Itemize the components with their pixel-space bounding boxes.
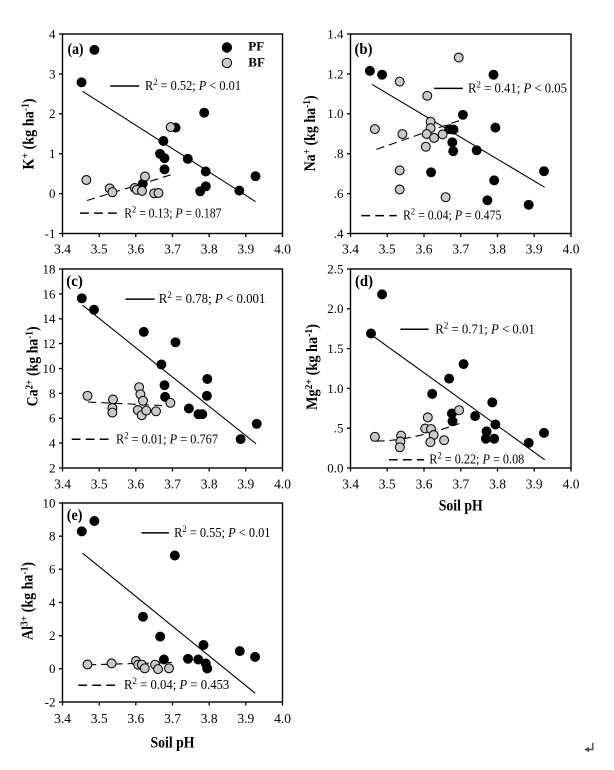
svg-text:(a): (a) — [68, 41, 84, 58]
svg-text:Mg2+ (kg ha-1): Mg2+ (kg ha-1) — [304, 324, 321, 410]
svg-text:R2 = 0.13; P = 0.187: R2 = 0.13; P = 0.187 — [124, 206, 222, 221]
svg-text:8: 8 — [49, 386, 56, 401]
svg-text:3.8: 3.8 — [201, 242, 218, 257]
svg-text:2.0: 2.0 — [327, 301, 343, 316]
svg-text:0.0: 0.0 — [327, 460, 343, 475]
svg-text:K+ (kg ha-1): K+ (kg ha-1) — [21, 99, 38, 170]
svg-text:R2 = 0.01; P = 0.767: R2 = 0.01; P = 0.767 — [116, 431, 218, 446]
svg-text:3.4: 3.4 — [342, 242, 359, 257]
svg-text:3.7: 3.7 — [452, 242, 469, 257]
svg-text:4.0: 4.0 — [563, 477, 580, 492]
svg-text:BF: BF — [248, 55, 265, 70]
svg-text:3.4: 3.4 — [54, 242, 71, 257]
svg-text:6: 6 — [49, 411, 56, 426]
svg-text:6: 6 — [49, 562, 56, 577]
svg-text:12: 12 — [43, 336, 56, 351]
svg-text:3.5: 3.5 — [379, 242, 396, 257]
svg-text:18: 18 — [43, 261, 56, 276]
svg-text:3.6: 3.6 — [416, 477, 433, 492]
svg-text:2: 2 — [49, 106, 56, 121]
svg-text:PF: PF — [248, 39, 264, 54]
svg-text:1.0: 1.0 — [327, 106, 343, 121]
svg-text:R2 = 0.71; P < 0.01: R2 = 0.71; P < 0.01 — [435, 321, 535, 336]
svg-text:(b): (b) — [355, 41, 373, 58]
svg-text:.6: .6 — [334, 186, 344, 201]
svg-text:4.0: 4.0 — [563, 242, 580, 257]
svg-text:4.0: 4.0 — [274, 711, 291, 726]
svg-text:3.9: 3.9 — [237, 711, 254, 726]
svg-text:3.6: 3.6 — [127, 477, 144, 492]
svg-text:4: 4 — [49, 595, 56, 610]
svg-text:3.6: 3.6 — [127, 242, 144, 257]
svg-text:1: 1 — [49, 146, 56, 161]
svg-text:16: 16 — [43, 286, 57, 301]
svg-text:3.9: 3.9 — [237, 477, 254, 492]
svg-text:1.4: 1.4 — [327, 26, 344, 41]
svg-text:(e): (e) — [67, 507, 83, 524]
svg-text:3.5: 3.5 — [379, 477, 396, 492]
svg-text:-2: -2 — [45, 694, 56, 709]
svg-text:.4: .4 — [334, 226, 344, 241]
svg-text:3.9: 3.9 — [526, 477, 543, 492]
svg-text:Soil pH: Soil pH — [151, 735, 195, 752]
svg-text:3.8: 3.8 — [201, 477, 218, 492]
svg-text:2: 2 — [49, 628, 56, 643]
svg-text:(d): (d) — [355, 273, 373, 290]
svg-text:R2 = 0.04; P = 0.453: R2 = 0.04; P = 0.453 — [124, 677, 230, 692]
svg-text:3.7: 3.7 — [164, 477, 181, 492]
svg-text:3.6: 3.6 — [416, 242, 433, 257]
svg-text:-1: -1 — [45, 226, 56, 241]
svg-text:14: 14 — [43, 311, 57, 326]
svg-text:3.5: 3.5 — [91, 477, 108, 492]
svg-text:3.4: 3.4 — [54, 711, 71, 726]
svg-text:3.6: 3.6 — [127, 711, 144, 726]
svg-text:1.5: 1.5 — [327, 341, 343, 356]
svg-text:4.0: 4.0 — [274, 477, 291, 492]
svg-text:3.9: 3.9 — [237, 242, 254, 257]
svg-text:R2 = 0.52; P < 0.01: R2 = 0.52; P < 0.01 — [145, 78, 241, 93]
svg-text:2: 2 — [49, 460, 56, 475]
svg-text:3.8: 3.8 — [489, 477, 506, 492]
svg-text:3.5: 3.5 — [91, 711, 108, 726]
svg-text:3.9: 3.9 — [526, 242, 543, 257]
svg-text:10: 10 — [43, 495, 56, 510]
svg-text:.8: .8 — [334, 146, 344, 161]
svg-text:4: 4 — [49, 436, 56, 451]
svg-text:3.7: 3.7 — [164, 242, 181, 257]
svg-text:(c): (c) — [66, 273, 83, 290]
svg-text:2.5: 2.5 — [327, 261, 343, 276]
svg-text:R2 = 0.78; P < 0.001: R2 = 0.78; P < 0.001 — [159, 291, 266, 306]
svg-text:4: 4 — [49, 26, 56, 41]
svg-text:R2 = 0.04; P = 0.475: R2 = 0.04; P = 0.475 — [403, 208, 502, 223]
svg-text:0: 0 — [49, 661, 56, 676]
svg-text:3.7: 3.7 — [452, 477, 469, 492]
svg-text:1.2: 1.2 — [327, 66, 343, 81]
svg-text:3.7: 3.7 — [164, 711, 181, 726]
svg-text:10: 10 — [43, 361, 56, 376]
svg-text:3.4: 3.4 — [342, 477, 359, 492]
svg-text:Soil pH: Soil pH — [439, 498, 483, 515]
svg-text:0: 0 — [49, 186, 56, 201]
svg-text:3.4: 3.4 — [54, 477, 71, 492]
svg-text:3.8: 3.8 — [489, 242, 506, 257]
svg-text:4.0: 4.0 — [274, 242, 291, 257]
svg-text:3.5: 3.5 — [91, 242, 108, 257]
svg-text:3: 3 — [49, 66, 56, 81]
svg-text:8: 8 — [49, 529, 56, 544]
svg-text:3.8: 3.8 — [201, 711, 218, 726]
svg-text:.5: .5 — [334, 421, 344, 436]
svg-text:R2 = 0.41; P < 0.05: R2 = 0.41; P < 0.05 — [468, 80, 567, 95]
svg-text:R2 = 0.22; P = 0.08: R2 = 0.22; P = 0.08 — [429, 452, 524, 467]
svg-text:1.0: 1.0 — [327, 381, 343, 396]
svg-text:R2 = 0.55; P < 0.01: R2 = 0.55; P < 0.01 — [174, 525, 270, 540]
